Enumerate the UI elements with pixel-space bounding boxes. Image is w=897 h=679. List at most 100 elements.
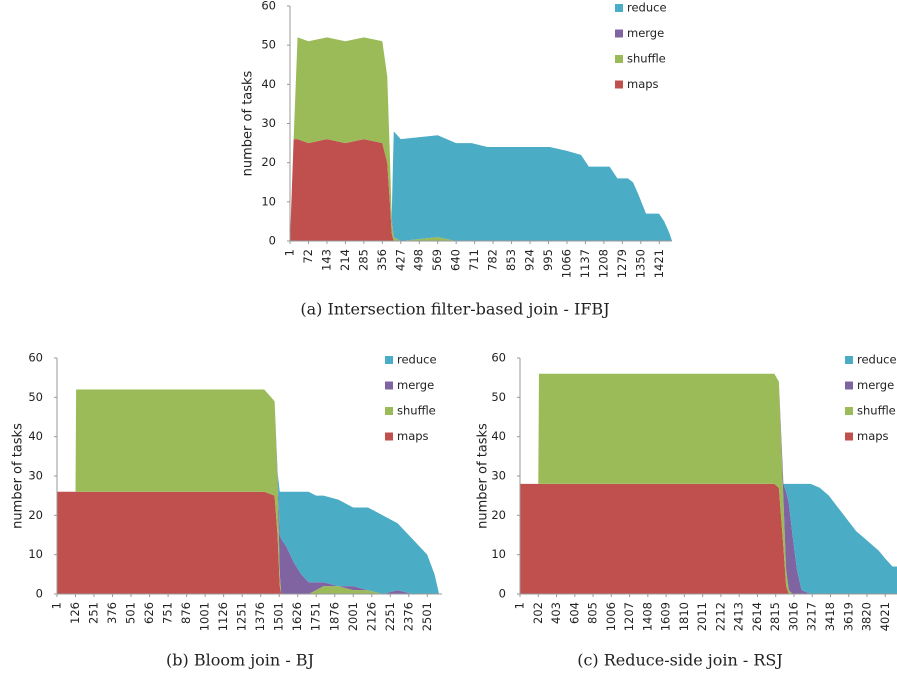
x-tick-label: 3016 [786,602,800,631]
y-tick-label: 0 [499,587,506,601]
x-tick-label: 1810 [677,602,691,631]
y-tick-label: 20 [28,508,43,522]
x-tick-label: 604 [567,602,581,624]
y-tick-label: 10 [261,194,276,208]
legend-swatch [845,381,853,390]
y-axis-label: number of tasks [241,70,256,176]
x-tick-label: 1408 [640,602,654,631]
x-tick-label: 1208 [596,249,610,278]
y-tick-label: 0 [36,587,43,601]
legend-label: shuffle [627,52,666,66]
legend-label: shuffle [397,404,436,418]
x-tick-label: 924 [523,249,537,271]
x-tick-label: 995 [541,249,555,271]
x-tick-label: 782 [486,249,500,271]
x-tick-label: 2413 [732,602,746,631]
x-tick-label: 853 [504,249,518,271]
y-tick-label: 40 [491,429,506,443]
x-tick-label: 1001 [198,602,212,631]
x-tick-label: 202 [531,602,545,624]
x-tick-label: 1207 [622,602,636,631]
x-tick-label: 3820 [860,602,874,631]
legend-swatch [385,407,393,415]
x-tick-label: 1350 [633,249,647,278]
x-tick-label: 214 [338,249,352,271]
x-tick-label: 1876 [327,602,341,631]
area-maps [290,139,672,241]
x-tick-label: 2001 [346,602,360,631]
x-tick-label: 376 [105,602,119,624]
x-tick-label: 569 [430,249,444,271]
x-tick-label: 72 [301,249,315,264]
legend-label: maps [397,429,429,443]
y-tick-label: 10 [28,547,43,561]
y-axis-label: number of tasks [11,423,26,529]
area-maps [520,483,897,594]
x-tick-label: 805 [586,602,600,624]
x-tick-label: 1609 [659,602,673,631]
legend-label: shuffle [857,404,896,418]
x-tick-label: 1421 [652,249,666,278]
x-tick-label: 3418 [823,602,837,631]
y-tick-label: 20 [261,155,276,169]
x-tick-label: 126 [68,602,82,624]
y-tick-label: 40 [28,429,43,443]
x-tick-label: 1066 [559,249,573,278]
x-tick-label: 1006 [604,602,618,631]
legend-label: maps [627,77,659,91]
x-tick-label: 1501 [272,602,286,631]
x-tick-label: 2251 [383,602,397,631]
x-tick-label: 251 [87,602,101,624]
x-tick-label: 2501 [420,602,434,631]
area-shuffle [520,373,897,594]
area-reduce [520,373,897,594]
caption: (b) Bloom join - BJ [166,651,314,670]
x-tick-label: 2614 [750,602,764,631]
x-tick-label: 640 [449,249,463,271]
x-tick-label: 1 [50,602,64,609]
x-tick-label: 4021 [878,602,892,631]
legend-label: merge [627,26,664,40]
x-tick-label: 2212 [713,602,727,631]
x-tick-label: 427 [393,249,407,271]
area-maps [57,491,440,594]
x-tick-label: 2815 [768,602,782,631]
y-tick-label: 10 [491,547,506,561]
y-tick-label: 30 [491,469,506,483]
area-shuffle [290,37,672,242]
y-tick-label: 0 [269,234,276,248]
x-tick-label: 626 [142,602,156,624]
x-tick-label: 501 [124,602,138,624]
x-tick-label: 285 [356,249,370,271]
area-reduce [290,37,672,242]
legend-swatch [615,80,623,89]
x-tick-label: 1126 [216,602,230,631]
legend-swatch [615,55,623,63]
legend-swatch [385,432,393,441]
x-tick-label: 1137 [578,249,592,278]
legend-swatch [845,356,853,364]
x-tick-label: 1 [283,249,297,256]
y-axis-label: number of tasks [476,423,491,529]
legend-label: reduce [857,353,897,367]
legend-swatch [845,432,853,441]
legend-label: reduce [397,353,437,367]
x-tick-label: 3217 [805,602,819,631]
x-tick-label: 1376 [253,602,267,631]
x-tick-label: 1751 [309,602,323,631]
y-tick-label: 50 [261,38,276,52]
y-tick-label: 50 [28,390,43,404]
x-tick-label: 498 [412,249,426,271]
y-tick-label: 60 [28,351,43,365]
x-tick-label: 143 [319,249,333,271]
y-tick-label: 30 [261,116,276,130]
x-tick-label: 2011 [695,602,709,631]
x-tick-label: 1279 [615,249,629,278]
x-tick-label: 1626 [290,602,304,631]
x-tick-label: 711 [467,249,481,271]
caption: (c) Reduce-side join - RSJ [577,651,783,670]
caption: (a) Intersection filter-based join - IFB… [300,300,609,319]
x-tick-label: 1251 [235,602,249,631]
legend-swatch [615,29,623,38]
